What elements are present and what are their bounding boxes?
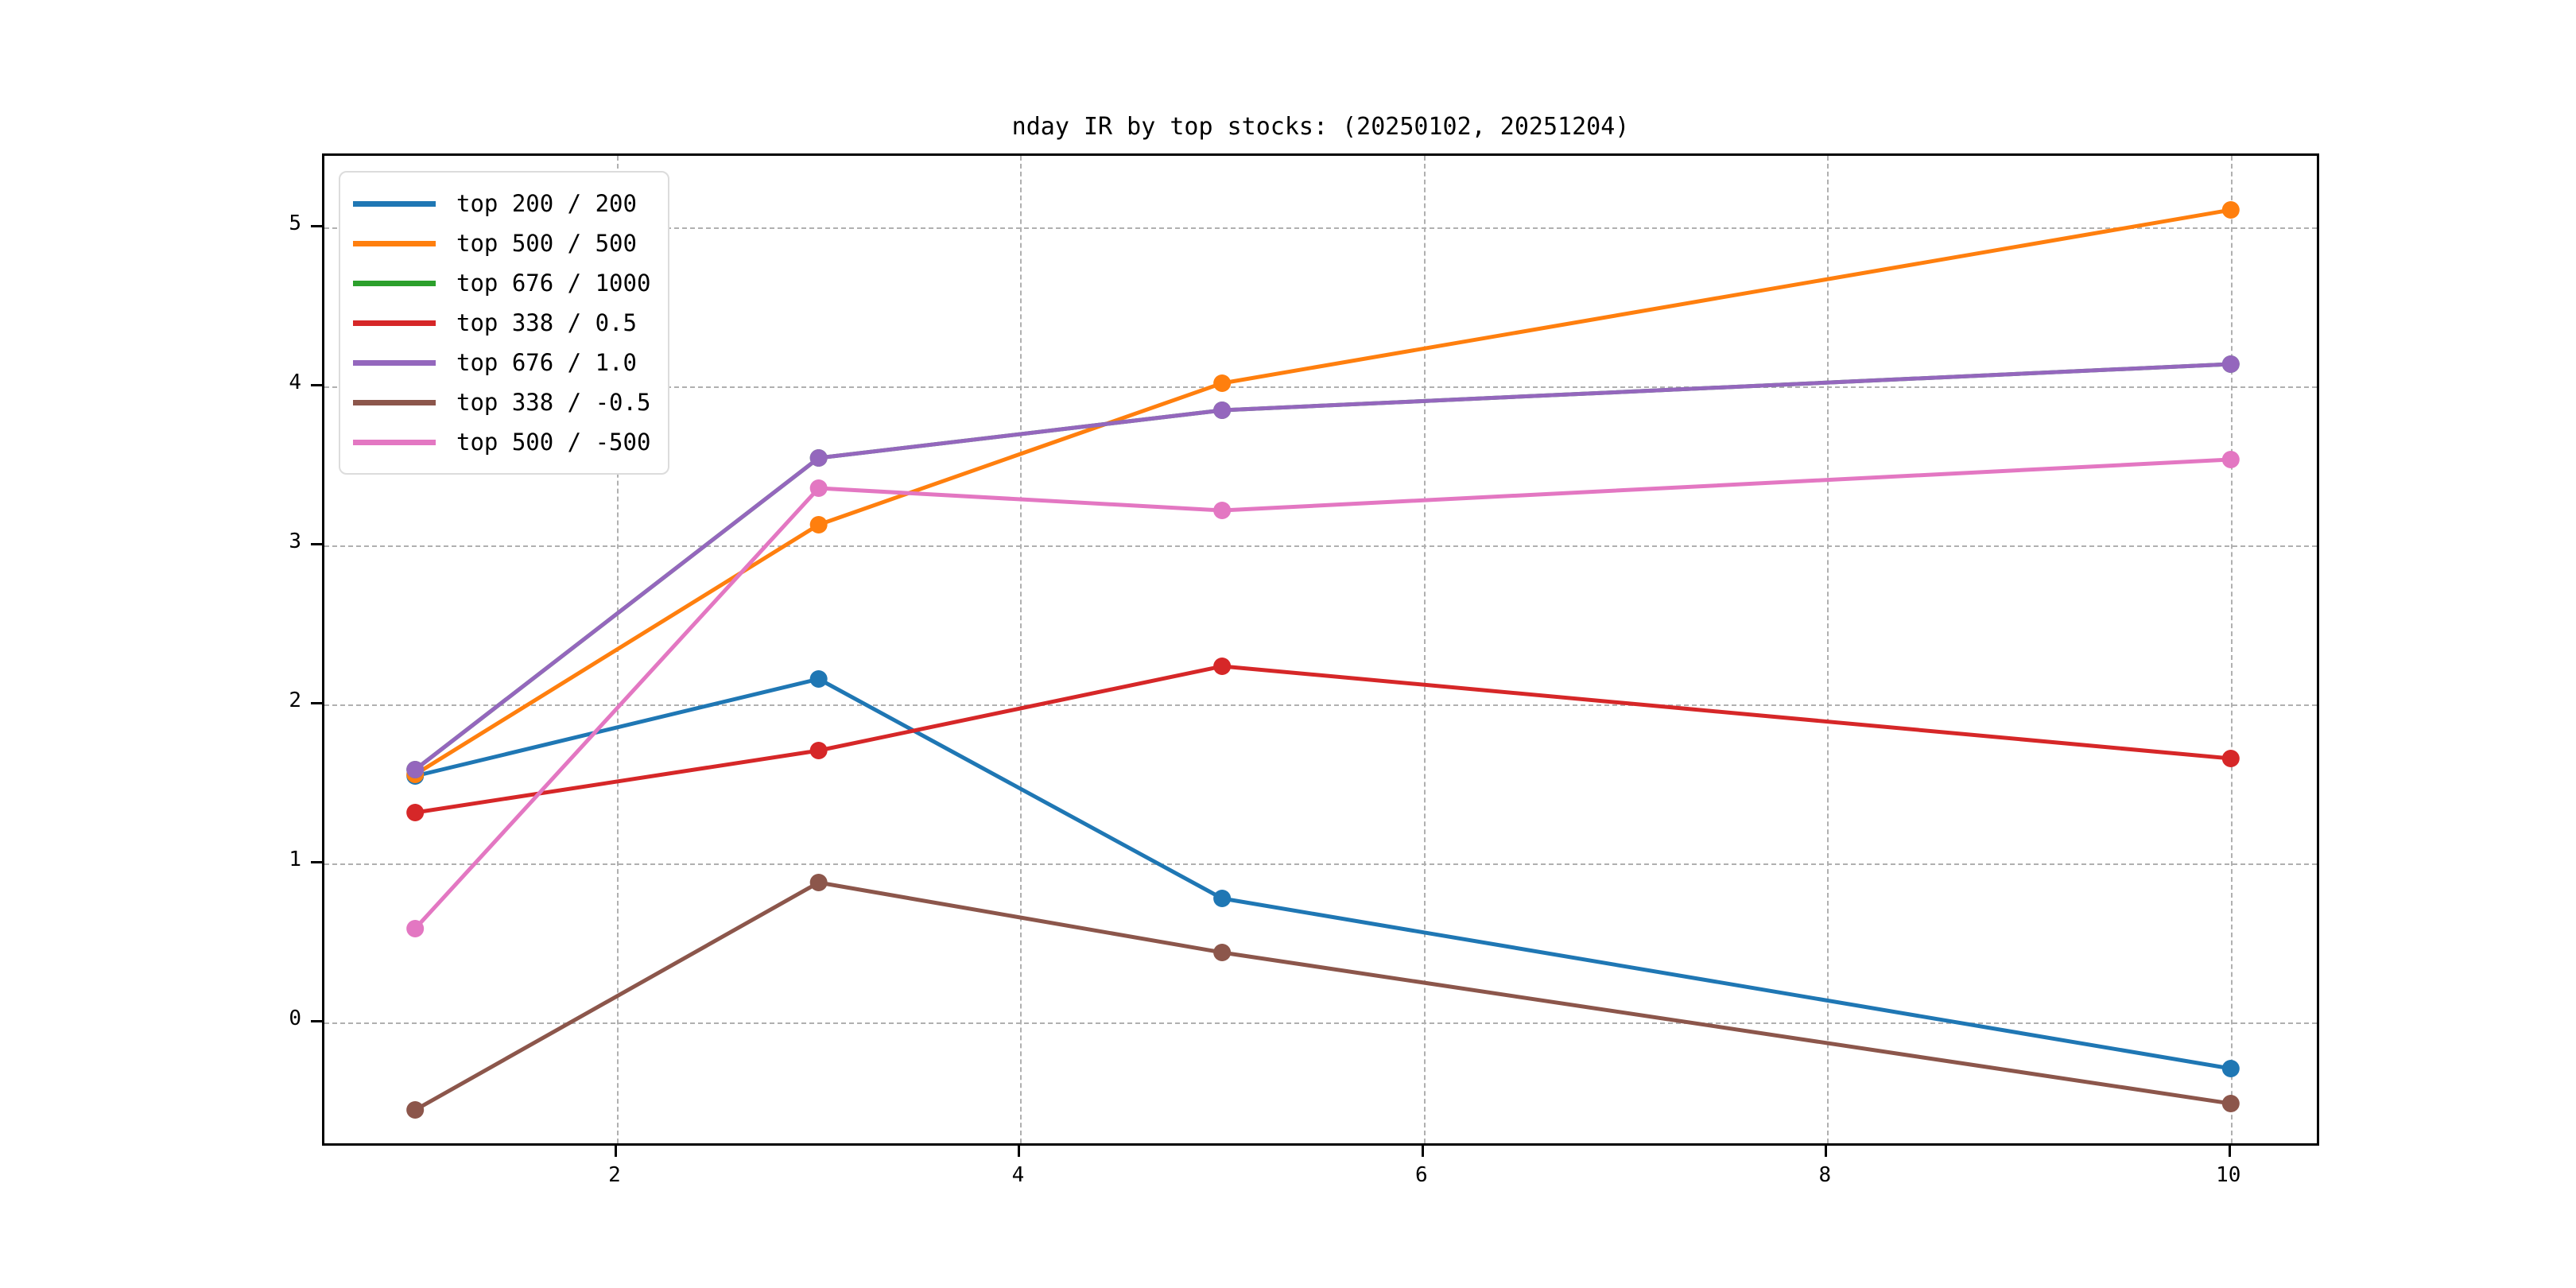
x-tick-mark	[1421, 1146, 1424, 1157]
series-line	[413, 208, 2233, 777]
legend-item-label: top 676 / 1000	[456, 269, 651, 297]
gridline-horizontal	[324, 863, 2317, 865]
series-3	[406, 658, 2240, 821]
data-point-marker	[1213, 502, 1232, 519]
data-point-marker	[1213, 944, 1232, 961]
x-tick-mark	[614, 1146, 617, 1157]
data-point-marker	[809, 742, 828, 759]
y-tick-label: 1	[289, 848, 301, 871]
legend-item-label: top 338 / 0.5	[456, 308, 637, 336]
data-point-marker	[2221, 451, 2240, 468]
y-tick-mark	[311, 861, 322, 863]
y-tick-mark	[311, 1020, 322, 1022]
y-tick-label: 3	[289, 530, 301, 553]
series-5	[406, 874, 2240, 1119]
data-point-marker	[406, 804, 425, 821]
gridline-horizontal	[324, 1022, 2317, 1024]
data-point-marker	[406, 761, 425, 778]
chart-legend: top 200 / 200 top 500 / 500 top 676 / 1000…	[339, 171, 670, 475]
x-tick-label: 10	[2216, 1163, 2241, 1187]
y-tick-mark	[311, 543, 322, 545]
series-0	[406, 670, 2240, 1077]
legend-color-swatch	[353, 200, 436, 207]
gridline-horizontal	[324, 227, 2317, 229]
series-6	[406, 451, 2240, 937]
data-point-marker	[809, 449, 828, 467]
legend-color-swatch	[353, 359, 436, 366]
legend-item[interactable]: top 200 / 200	[353, 184, 650, 223]
y-tick-mark	[311, 225, 322, 227]
x-tick-label: 6	[1415, 1163, 1428, 1187]
data-point-marker	[1213, 374, 1232, 392]
series-line	[413, 362, 2233, 772]
legend-item[interactable]: top 676 / 1.0	[353, 343, 650, 382]
data-point-marker	[809, 670, 828, 688]
gridline-vertical	[1827, 156, 1829, 1143]
gridline-vertical	[1020, 156, 1022, 1143]
legend-item-label: top 500 / 500	[456, 229, 637, 257]
data-point-marker	[1213, 402, 1232, 419]
series-4	[406, 355, 2240, 778]
legend-item[interactable]: top 500 / -500	[353, 422, 650, 462]
series-line	[413, 457, 2233, 931]
gridline-horizontal	[324, 386, 2317, 388]
legend-item-label: top 500 / -500	[456, 428, 651, 456]
gridline-horizontal	[324, 545, 2317, 547]
legend-item[interactable]: top 338 / -0.5	[353, 382, 650, 422]
x-tick-mark	[2228, 1146, 2231, 1157]
y-tick-label: 4	[289, 370, 301, 394]
legend-item[interactable]: top 676 / 1000	[353, 263, 650, 303]
legend-color-swatch	[353, 280, 436, 286]
legend-item-label: top 676 / 1.0	[456, 348, 637, 376]
x-tick-label: 2	[608, 1163, 621, 1187]
chart-title: nday IR by top stocks: (20250102, 202512…	[1011, 113, 1630, 141]
series-line	[413, 677, 2233, 1071]
plot-surface	[324, 156, 2317, 1143]
data-point-marker	[1213, 658, 1232, 675]
legend-item[interactable]: top 500 / 500	[353, 223, 650, 263]
data-point-marker	[406, 1101, 425, 1119]
legend-color-swatch	[353, 399, 436, 405]
x-tick-label: 4	[1011, 1163, 1025, 1187]
x-tick-mark	[1018, 1146, 1021, 1157]
series-line	[413, 880, 2233, 1112]
data-point-marker	[406, 920, 425, 937]
legend-item-label: top 200 / 200	[456, 189, 637, 217]
data-point-marker	[809, 516, 828, 533]
legend-color-swatch	[353, 439, 436, 445]
x-tick-label: 8	[1818, 1163, 1832, 1187]
legend-item-label: top 338 / -0.5	[456, 388, 651, 416]
x-tick-mark	[1825, 1146, 1828, 1157]
data-point-marker	[1213, 890, 1232, 907]
data-point-marker	[809, 874, 828, 891]
series-1	[406, 201, 2240, 783]
data-point-marker	[2221, 1060, 2240, 1077]
series-line	[413, 664, 2233, 815]
data-point-marker	[2221, 1095, 2240, 1112]
gridline-horizontal	[324, 704, 2317, 706]
data-point-marker	[809, 479, 828, 497]
gridline-vertical	[1423, 156, 1426, 1143]
y-tick-mark	[311, 702, 322, 704]
gridline-vertical	[2230, 156, 2233, 1143]
plot-axes: top 200 / 200 top 500 / 500 top 676 / 1000…	[322, 153, 2319, 1146]
y-tick-mark	[311, 384, 322, 386]
legend-item[interactable]: top 338 / 0.5	[353, 303, 650, 343]
y-tick-label: 5	[289, 211, 301, 235]
data-point-marker	[2221, 201, 2240, 219]
y-tick-label: 2	[289, 689, 301, 712]
data-point-marker	[2221, 355, 2240, 373]
series-2	[406, 355, 2240, 778]
legend-color-swatch	[353, 320, 436, 326]
y-tick-label: 0	[289, 1007, 301, 1030]
legend-color-swatch	[353, 240, 436, 246]
series-layer	[406, 201, 2240, 1119]
data-point-marker	[2221, 750, 2240, 767]
